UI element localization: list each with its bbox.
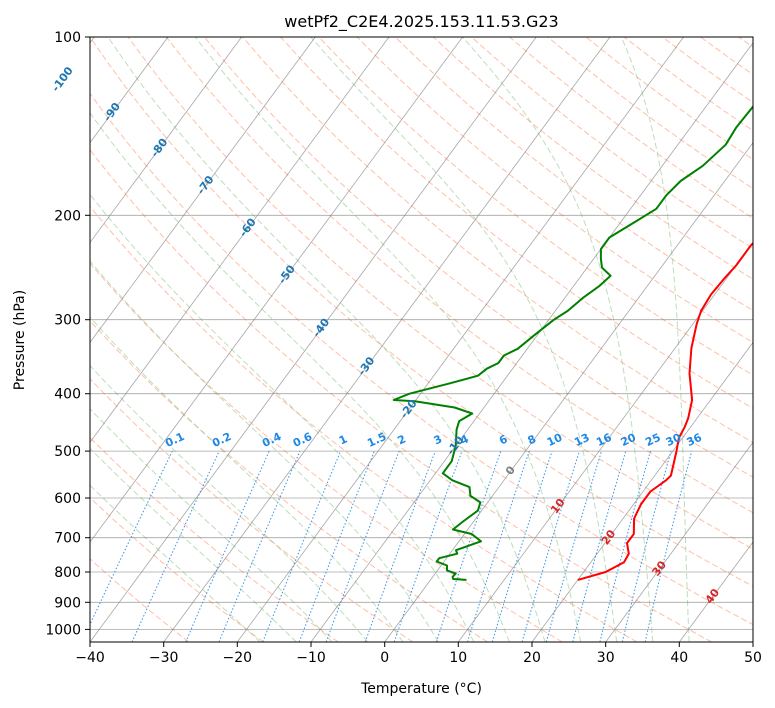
mixing-ratio-label: 20 bbox=[619, 431, 639, 449]
mixing-ratio-line bbox=[364, 450, 436, 642]
dry-adiabat-line bbox=[280, 37, 753, 409]
mixing-ratio-line bbox=[185, 450, 270, 642]
isotherm-line bbox=[163, 37, 611, 642]
mixing-ratio-label: 10 bbox=[545, 431, 565, 449]
moist-adiabat-line bbox=[90, 193, 475, 642]
x-tick-label: 30 bbox=[597, 650, 615, 666]
mixing-ratio-line bbox=[298, 450, 375, 642]
dry-adiabat-line bbox=[165, 37, 753, 514]
dry-adiabat-line bbox=[90, 205, 638, 642]
dry-adiabat-line bbox=[90, 149, 712, 642]
dry-adiabat-line bbox=[90, 378, 414, 642]
isotherm-line bbox=[90, 37, 169, 144]
x-tick-label: 50 bbox=[744, 650, 762, 666]
y-tick-label: 600 bbox=[54, 491, 81, 507]
x-tick-label: −40 bbox=[75, 650, 105, 666]
moist-adiabat-line bbox=[90, 364, 369, 642]
mixing-ratio-line bbox=[644, 450, 693, 642]
dewpoint-profile-line bbox=[392, 105, 753, 581]
moist-adiabat-line bbox=[90, 112, 510, 642]
x-tick-label: 10 bbox=[449, 650, 467, 666]
moist-adiabat-line bbox=[620, 37, 690, 642]
mixing-ratio-line bbox=[90, 450, 173, 626]
x-tick-label: −10 bbox=[296, 650, 326, 666]
mixing-ratio-line bbox=[435, 450, 502, 642]
moist-adiabat-line bbox=[90, 408, 333, 642]
mixing-ratio-line bbox=[218, 450, 301, 642]
profile-series bbox=[392, 105, 753, 581]
isotherm-line bbox=[236, 37, 684, 642]
isotherm-line bbox=[90, 37, 316, 344]
x-axis-label: Temperature (°C) bbox=[360, 681, 482, 697]
isotherm-line bbox=[90, 37, 537, 642]
isotherm-line bbox=[90, 37, 463, 543]
mixing-ratio-line bbox=[572, 450, 627, 642]
isotherm-line bbox=[605, 441, 753, 642]
y-tick-label: 800 bbox=[54, 565, 81, 581]
moist-adiabat-line bbox=[90, 447, 297, 642]
isotherm-line bbox=[310, 42, 753, 642]
y-tick-label: 900 bbox=[54, 595, 81, 611]
mixing-ratio-line bbox=[545, 450, 602, 642]
moist-adiabat-line bbox=[194, 37, 582, 642]
mixing-ratio-line bbox=[325, 450, 400, 642]
dry-adiabat-line bbox=[90, 92, 753, 626]
x-tick-label: −30 bbox=[149, 650, 179, 666]
x-tick-label: −20 bbox=[223, 650, 253, 666]
mixing-ratio-line bbox=[521, 450, 580, 642]
chart-title: wetPf2_C2E4.2025.153.11.53.G23 bbox=[284, 12, 558, 32]
plot-frame bbox=[89, 36, 754, 643]
mixing-ratio-label: 25 bbox=[643, 431, 662, 449]
isotherm-line bbox=[90, 37, 242, 244]
moist-adiabat-line bbox=[90, 260, 439, 642]
mixing-ratio-label: 36 bbox=[685, 431, 705, 449]
moist-adiabat-line bbox=[107, 37, 546, 642]
y-tick-label: 200 bbox=[54, 208, 81, 224]
moist-adiabat-line bbox=[90, 484, 261, 642]
axis-ticks: −40 −30 −20 −10 0 10 20 30 40 50 100 200 300 400 500 60… bbox=[45, 30, 762, 666]
background-lines bbox=[90, 37, 753, 642]
mixing-ratio-line bbox=[467, 450, 530, 642]
y-tick-label: 100 bbox=[54, 30, 81, 46]
isotherm-line bbox=[531, 341, 753, 642]
y-tick-label: 300 bbox=[54, 313, 81, 329]
y-tick-label: 400 bbox=[54, 387, 81, 403]
dry-adiabat-line bbox=[90, 437, 339, 642]
mixing-ratio-line bbox=[262, 450, 342, 642]
isotherm-line bbox=[90, 37, 390, 443]
dry-adiabat-line bbox=[90, 558, 190, 642]
mixing-ratio-label: 13 bbox=[572, 431, 591, 449]
y-axis-label: Pressure (hPa) bbox=[12, 290, 28, 390]
dry-adiabat-line bbox=[356, 37, 753, 344]
x-tick-label: 20 bbox=[523, 650, 541, 666]
isotherm-line bbox=[384, 142, 753, 642]
y-tick-label: 700 bbox=[54, 531, 81, 547]
y-tick-label: 1000 bbox=[45, 622, 81, 638]
mixing-ratio-label: 30 bbox=[664, 431, 684, 449]
dry-adiabat-line bbox=[90, 37, 753, 587]
moist-adiabat-line bbox=[90, 316, 404, 642]
dry-adiabat-line bbox=[242, 37, 753, 443]
x-tick-label: 0 bbox=[380, 650, 389, 666]
mixing-ratio-label: 16 bbox=[594, 431, 614, 449]
moist-adiabat-line bbox=[310, 37, 618, 642]
dry-adiabat-line bbox=[90, 320, 488, 642]
isotherm-line bbox=[457, 241, 753, 642]
x-tick-label: 40 bbox=[670, 650, 688, 666]
y-tick-label: 500 bbox=[54, 444, 81, 460]
temperature-profile-line bbox=[577, 241, 753, 581]
